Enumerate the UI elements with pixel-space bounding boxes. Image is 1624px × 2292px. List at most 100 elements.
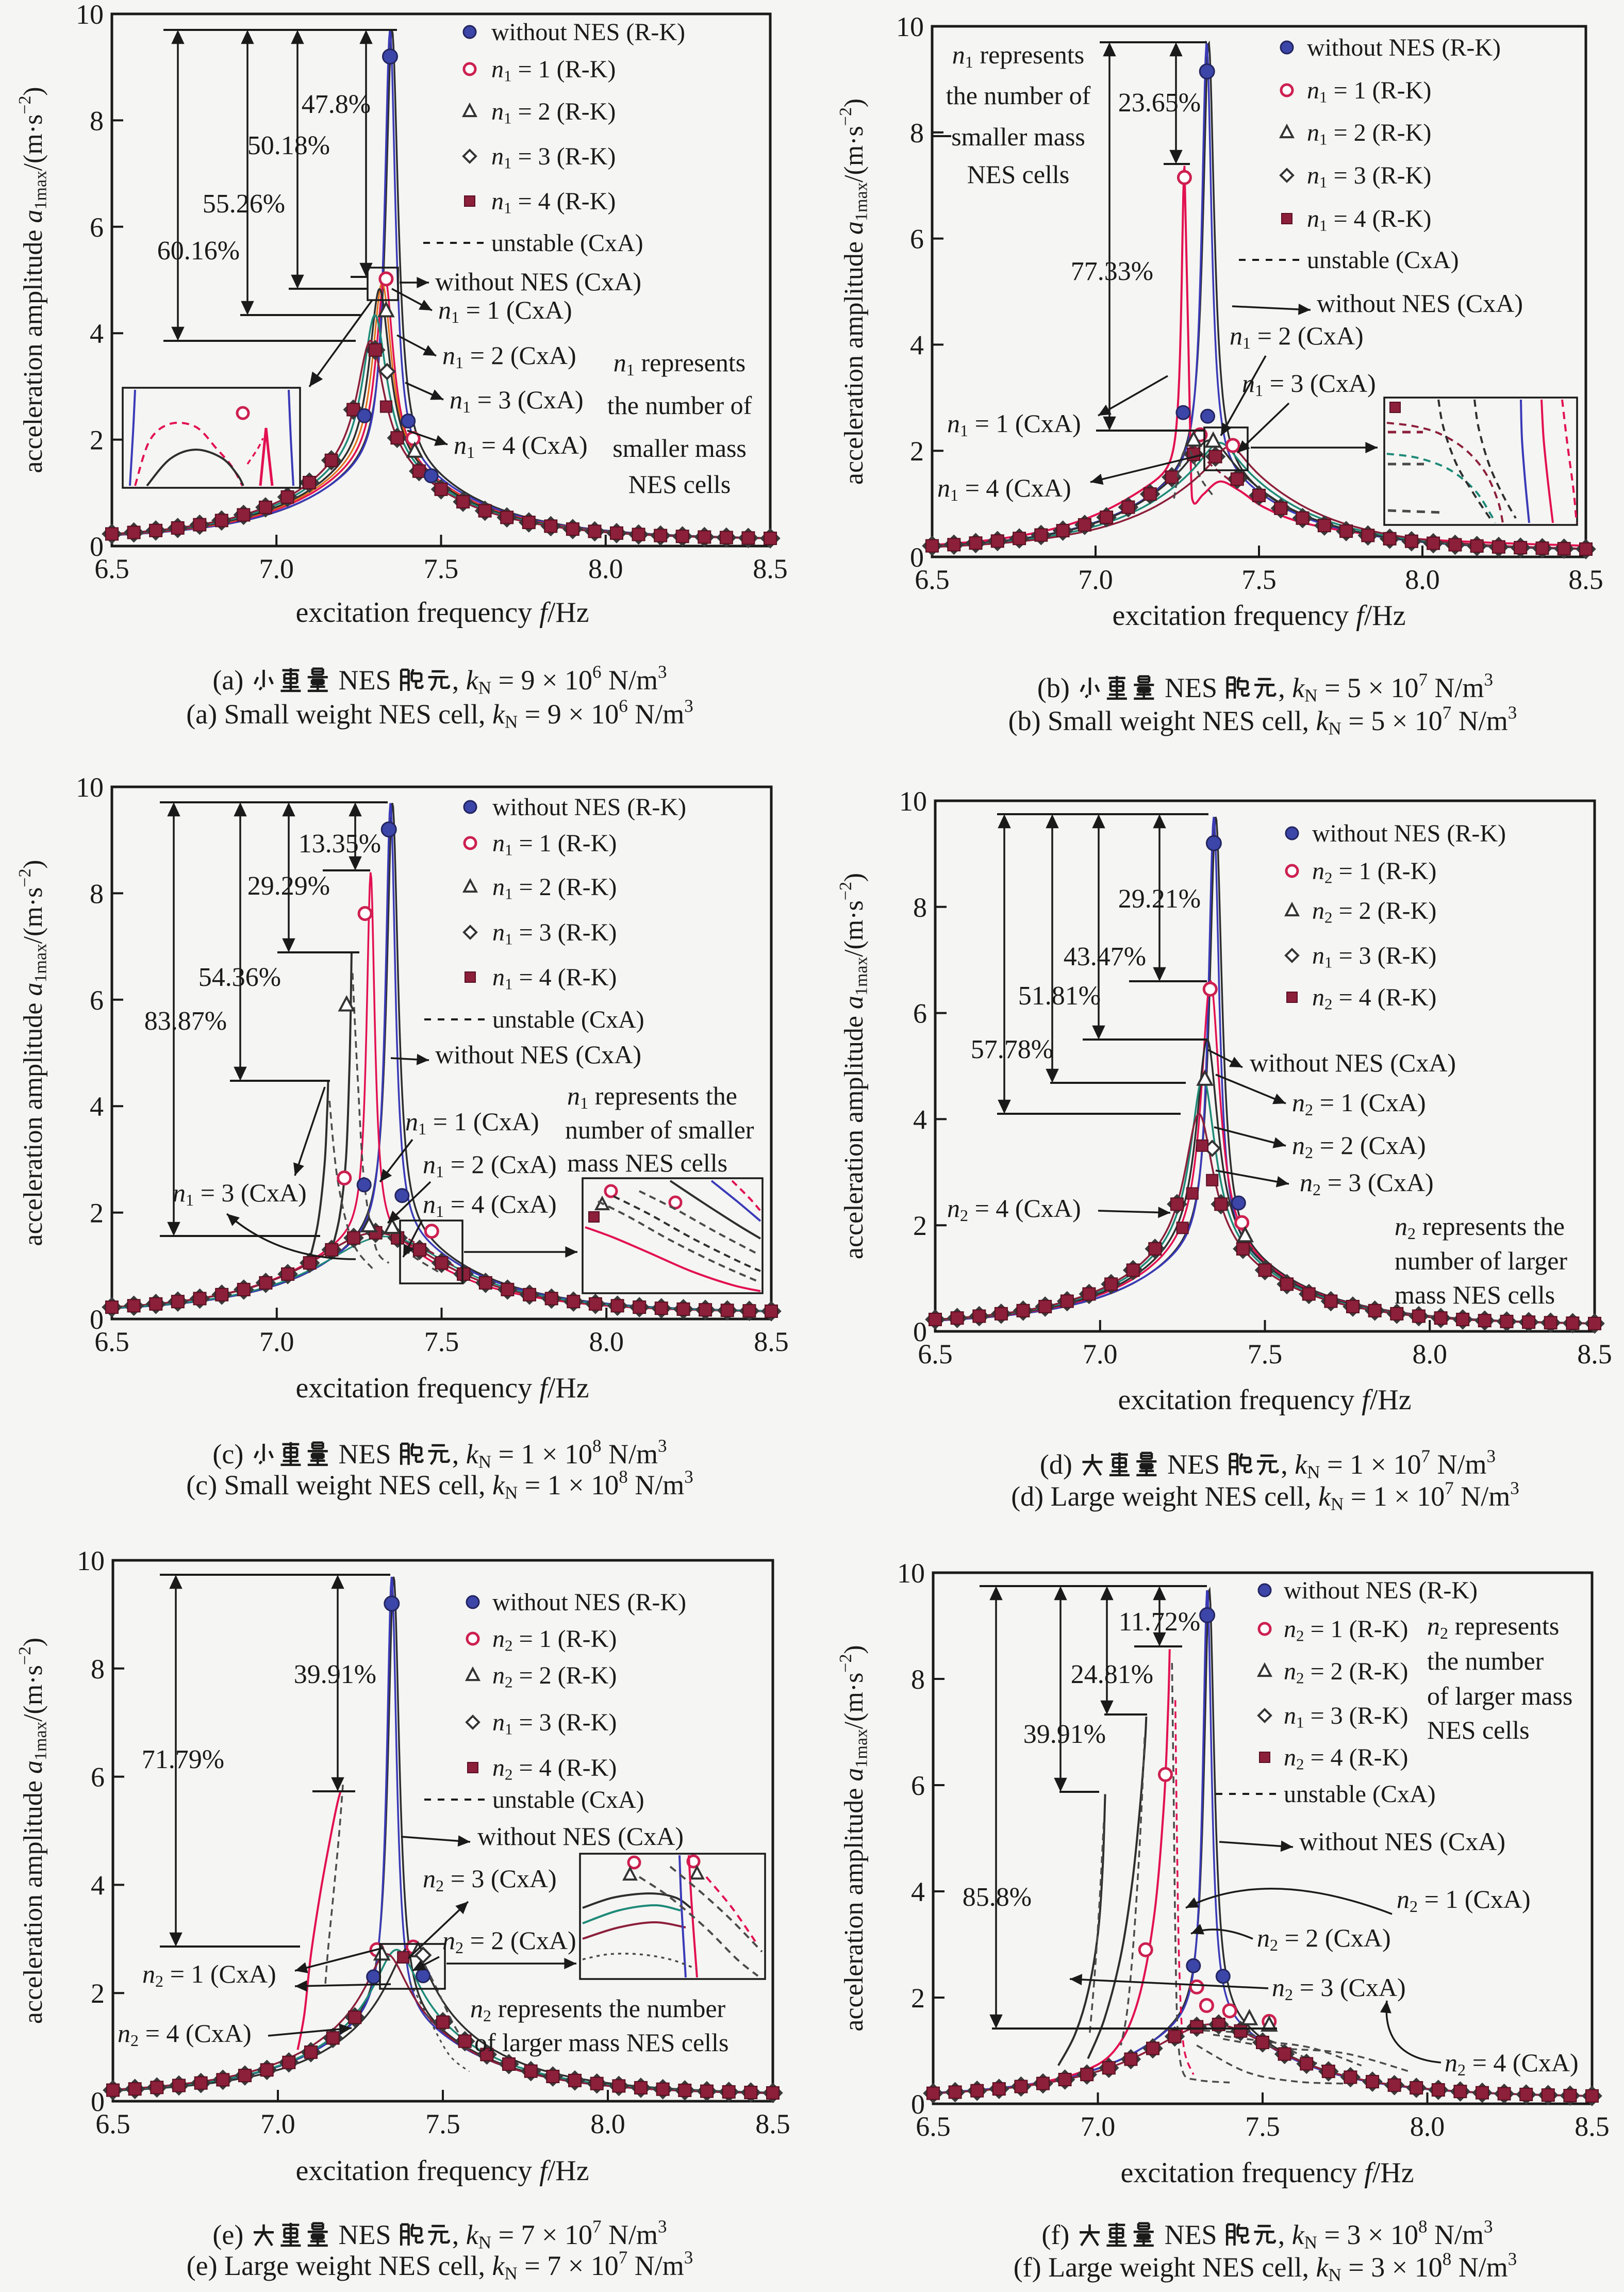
svg-text:8.0: 8.0 (590, 2108, 625, 2139)
svg-text:1max: 1max (31, 171, 50, 210)
svg-text:N: N (505, 712, 518, 732)
svg-text:excitation frequency: excitation frequency (1118, 1384, 1362, 1416)
svg-text:3: 3 (684, 1466, 693, 1487)
svg-text:= 3 × 10: = 3 × 10 (1341, 2252, 1443, 2283)
svg-text:8.0: 8.0 (589, 1326, 624, 1357)
svg-text:/(m·s: /(m·s (839, 126, 869, 183)
svg-text:1: 1 (626, 360, 635, 379)
svg-text:n: n (1307, 162, 1319, 189)
svg-text:NES: NES (332, 2219, 398, 2250)
svg-text:3: 3 (1484, 669, 1494, 689)
svg-text:without NES (R-K): without NES (R-K) (1284, 1577, 1478, 1604)
svg-text:n: n (142, 1959, 155, 1988)
svg-text:7.0: 7.0 (259, 553, 294, 584)
svg-text:2: 2 (1296, 1669, 1304, 1687)
svg-text:= 1 × 10: = 1 × 10 (491, 1439, 592, 1470)
svg-text:10: 10 (896, 11, 924, 42)
svg-text:1: 1 (505, 841, 513, 859)
svg-text:= 1 (R-K): = 1 (R-K) (512, 56, 616, 83)
svg-text:N: N (505, 1483, 518, 1503)
svg-text:,: , (1278, 2219, 1292, 2250)
svg-text:acceleration amplitude: acceleration amplitude (839, 1009, 869, 1259)
svg-text:1: 1 (580, 1094, 588, 1112)
svg-text:57.78%: 57.78% (971, 1035, 1053, 1064)
svg-text:excitation frequency: excitation frequency (296, 1372, 540, 1404)
svg-text:unstable (CxA): unstable (CxA) (492, 1006, 644, 1033)
svg-text:= 1 (CxA): = 1 (CxA) (1313, 1088, 1426, 1117)
svg-text:a: a (839, 221, 869, 235)
svg-text:NES: NES (332, 1439, 398, 1470)
svg-text:,: , (1278, 672, 1292, 703)
svg-text:N/m: N/m (1454, 1481, 1511, 1512)
svg-text:1: 1 (467, 443, 475, 461)
svg-text:7.0: 7.0 (260, 2108, 295, 2139)
svg-text:n: n (1312, 942, 1324, 969)
svg-text:7.5: 7.5 (1245, 2111, 1280, 2142)
svg-text:k: k (1316, 2252, 1329, 2283)
svg-text:7: 7 (1419, 669, 1428, 689)
svg-text:7: 7 (1443, 702, 1452, 722)
svg-text:7.5: 7.5 (1248, 1339, 1283, 1370)
svg-text:6.5: 6.5 (94, 1326, 129, 1357)
svg-text:1: 1 (1242, 334, 1251, 352)
svg-text:8: 8 (619, 1466, 628, 1487)
svg-text:n: n (1284, 1615, 1296, 1643)
svg-text:11.72%: 11.72% (1119, 1607, 1200, 1637)
svg-text:n: n (1300, 1168, 1313, 1197)
svg-text:smaller mass: smaller mass (951, 122, 1085, 151)
svg-text:represents: represents (973, 40, 1084, 69)
svg-text:n: n (470, 1994, 483, 2023)
svg-text:acceleration amplitude: acceleration amplitude (839, 1782, 869, 2032)
svg-text:= 3 (CxA): = 3 (CxA) (1321, 1168, 1433, 1197)
svg-text:N/m: N/m (1451, 2252, 1508, 2283)
svg-text:6.5: 6.5 (94, 553, 129, 584)
svg-text:N/m: N/m (628, 699, 685, 730)
svg-text:1: 1 (1296, 1713, 1304, 1732)
svg-text:n: n (567, 1081, 580, 1110)
svg-text:= 2 (R-K): = 2 (R-K) (1304, 1658, 1408, 1685)
svg-text:2: 2 (90, 425, 104, 456)
svg-text:N: N (478, 1452, 491, 1472)
svg-text:/Hz: /Hz (1364, 600, 1406, 632)
svg-text:represents the: represents the (588, 1081, 737, 1110)
svg-text:(a): (a) (212, 665, 250, 696)
svg-text:n: n (450, 385, 462, 414)
svg-text:a: a (19, 983, 48, 996)
svg-text:without NES (R-K): without NES (R-K) (492, 794, 686, 821)
svg-text:1: 1 (1319, 130, 1328, 149)
svg-text:47.8%: 47.8% (302, 90, 371, 119)
svg-text:= 4 (CxA): = 4 (CxA) (958, 473, 1071, 502)
svg-text:unstable (CxA): unstable (CxA) (491, 229, 643, 257)
svg-text:= 3 (CxA): = 3 (CxA) (471, 385, 583, 414)
svg-text:n: n (118, 2019, 130, 2048)
svg-text:8.0: 8.0 (1413, 1339, 1448, 1370)
svg-text:2: 2 (130, 2031, 139, 2050)
svg-text:n: n (952, 40, 965, 69)
svg-text:7.0: 7.0 (1078, 564, 1113, 595)
svg-text:n: n (1284, 1702, 1296, 1729)
svg-text:excitation frequency: excitation frequency (1113, 600, 1356, 632)
svg-text:−2: −2 (15, 96, 35, 114)
svg-text:2: 2 (155, 1972, 163, 1990)
svg-text:1: 1 (462, 398, 471, 416)
svg-text:3: 3 (1508, 702, 1517, 722)
svg-text:6: 6 (90, 212, 104, 243)
svg-text:2: 2 (436, 1876, 444, 1895)
svg-text:NES: NES (1157, 2219, 1224, 2250)
svg-text:60.16%: 60.16% (157, 236, 240, 266)
svg-text:6.5: 6.5 (916, 2111, 951, 2142)
svg-text:(d) Large weight NES cell,: (d) Large weight NES cell, (1011, 1481, 1318, 1512)
svg-text:2: 2 (1296, 1755, 1304, 1773)
svg-text:= 3 (R-K): = 3 (R-K) (1333, 942, 1437, 969)
svg-text:2: 2 (911, 1983, 925, 2014)
svg-text:n: n (491, 188, 504, 215)
svg-text:n: n (1292, 1131, 1305, 1160)
svg-text:2: 2 (505, 1637, 513, 1655)
svg-text:n: n (1284, 1744, 1296, 1771)
svg-text:2: 2 (1313, 1180, 1321, 1199)
svg-text:= 3 (CxA): = 3 (CxA) (1293, 1973, 1405, 2002)
svg-text:/(m·s: /(m·s (19, 887, 48, 944)
svg-text:0: 0 (90, 531, 104, 562)
svg-text:3: 3 (1508, 2249, 1517, 2269)
svg-text:2: 2 (1410, 1897, 1418, 1916)
